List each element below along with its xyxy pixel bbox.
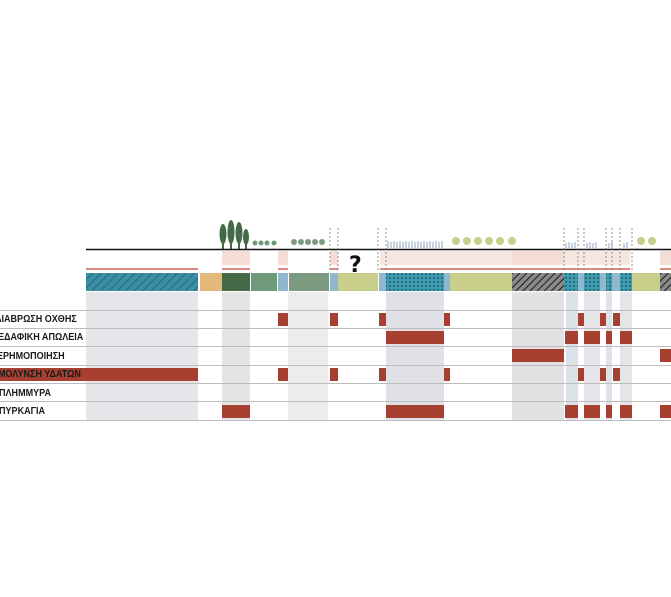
band-underline — [86, 268, 198, 270]
risk-block — [379, 313, 386, 326]
upper-bands — [86, 251, 671, 270]
row-label-wildfire: ΠΥΡΚΑΓΙΑ — [0, 405, 46, 417]
risk-block — [584, 331, 600, 344]
risk-block — [444, 368, 450, 381]
risk-block — [578, 313, 584, 326]
risk-block — [386, 405, 444, 418]
stream-segment — [600, 273, 606, 291]
column-band — [288, 292, 328, 421]
risk-block — [379, 368, 386, 381]
band-underline — [660, 268, 671, 270]
risk-block — [606, 405, 612, 418]
risk-block — [0, 368, 198, 381]
water-dotted-segment — [620, 273, 632, 291]
dense-forest-segment — [222, 273, 250, 291]
tall-trees-icon — [219, 220, 249, 249]
row-label-flood: ΠΛΗΜΜΥΡΑ — [0, 387, 52, 399]
row-lines — [0, 310, 671, 421]
stream-segment — [612, 273, 620, 291]
column-band — [386, 292, 444, 421]
risk-block — [330, 368, 338, 381]
risk-block — [565, 405, 578, 418]
row-label-soil-loss: ΕΔΑΦΙΚΗ ΑΠΩΛΕΙΑ — [0, 331, 84, 343]
unknown-marker: ? — [349, 253, 362, 278]
risk-block — [278, 313, 288, 326]
upper-band — [512, 251, 564, 265]
stream-segment — [379, 273, 386, 291]
grassland-segment — [251, 273, 277, 291]
water-dotted-segment — [584, 273, 600, 291]
risk-block — [600, 368, 606, 381]
small-trees-icon — [252, 240, 277, 246]
column-band — [606, 292, 612, 421]
column-band — [584, 292, 600, 421]
band-underline — [278, 268, 288, 270]
water-hatched-segment — [86, 273, 198, 291]
row-label-bank-erosion: ΔΙΑΒΡΩΣΗ ΟΧΘΗΣ — [0, 313, 77, 325]
shrub-row-icon — [452, 237, 656, 245]
risk-block — [606, 331, 612, 344]
tree-row-segment — [289, 273, 329, 291]
risk-block — [330, 313, 338, 326]
open-field-segment — [632, 273, 660, 291]
risk-block — [660, 405, 671, 418]
sand-segment — [200, 273, 222, 291]
risk-block — [386, 331, 444, 344]
upper-band — [660, 251, 671, 265]
band-underline — [222, 268, 250, 270]
risk-block — [444, 313, 450, 326]
column-band — [86, 292, 198, 421]
risk-block — [512, 349, 564, 362]
upper-band — [278, 251, 288, 265]
open-field-segment — [450, 273, 512, 291]
row-label-water-pollution: ΜΟΛΥΝΣΗ ΥΔΑΤΩΝ — [0, 368, 81, 380]
risk-block — [613, 368, 620, 381]
upper-band — [380, 251, 630, 265]
reeds-icon — [387, 241, 628, 248]
band-underline — [380, 268, 630, 270]
tree-row-icon — [291, 239, 325, 245]
upper-band — [330, 251, 338, 265]
dotted-guides — [329, 228, 633, 272]
risk-block — [660, 349, 671, 362]
risk-block — [278, 368, 288, 381]
stream-segment — [278, 273, 288, 291]
water-dotted-segment — [386, 273, 444, 291]
risk-block — [600, 313, 606, 326]
risk-blocks — [0, 313, 671, 418]
water-dotted-segment — [564, 273, 578, 291]
risk-block — [620, 405, 632, 418]
risk-block — [578, 368, 584, 381]
burnt-hatched-segment — [512, 273, 564, 291]
row-label-desertification: ΕΡΗΜΟΠΟΙΗΣΗ — [0, 350, 65, 362]
risk-block — [584, 405, 600, 418]
upper-band — [222, 251, 250, 265]
risk-block — [565, 331, 578, 344]
band-underline — [330, 268, 338, 270]
vegetation-icons — [219, 220, 656, 249]
open-field-segment — [338, 273, 378, 291]
stream-segment — [330, 273, 338, 291]
water-dotted-segment — [606, 273, 612, 291]
column-band — [566, 292, 578, 421]
risk-block — [613, 313, 620, 326]
risk-block — [620, 331, 632, 344]
land-cover-strip — [86, 273, 671, 291]
risk-block — [222, 405, 250, 418]
stream-segment — [578, 273, 584, 291]
burnt-hatched-segment — [660, 273, 671, 291]
column-band — [620, 292, 632, 421]
stream-segment — [444, 273, 450, 291]
column-band — [222, 292, 250, 421]
